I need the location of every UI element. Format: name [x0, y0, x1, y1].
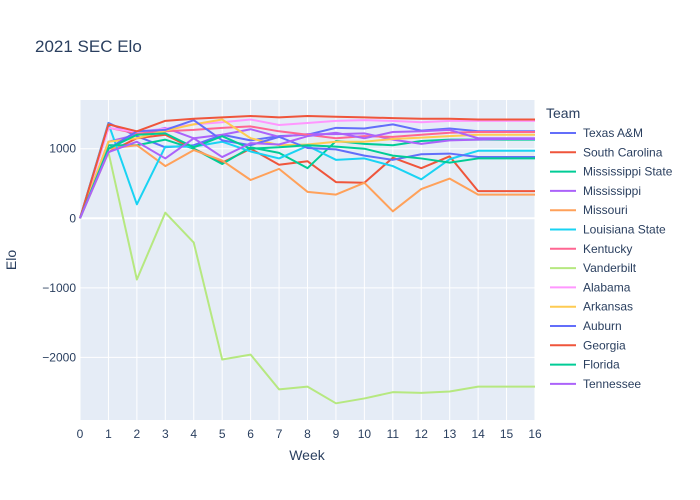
legend-item-label: Mississippi State [583, 165, 673, 179]
legend-item-label: Tennessee [583, 377, 641, 391]
x-tick-label: 1 [105, 427, 112, 441]
x-tick-label: 5 [219, 427, 226, 441]
x-tick-label: 15 [500, 427, 514, 441]
x-tick-label: 7 [276, 427, 283, 441]
legend: Texas A&M South Carolina Mississippi State… [550, 126, 673, 391]
chart-title: 2021 SEC Elo [35, 37, 142, 56]
legend-item-label: Georgia [583, 338, 626, 352]
y-tick-label: −1000 [42, 281, 76, 295]
x-tick-label: 9 [333, 427, 340, 441]
y-tick-label: 1000 [49, 142, 76, 156]
x-tick-label: 12 [415, 427, 429, 441]
legend-item-label: Florida [583, 358, 620, 372]
series-line [79, 132, 535, 219]
x-tick-label: 3 [162, 427, 169, 441]
x-tick-label: 14 [471, 427, 485, 441]
legend-item-label: Missouri [583, 203, 628, 217]
legend-item-label: Arkansas [583, 300, 633, 314]
legend-item-label: Alabama [583, 280, 631, 294]
legend-item-label: Kentucky [583, 242, 632, 256]
x-tick-label: 0 [77, 427, 84, 441]
series-lines [79, 115, 535, 405]
x-tick-label: 11 [387, 427, 400, 441]
series-line [79, 115, 535, 219]
x-tick-label: 6 [247, 427, 254, 441]
x-tick-label: 16 [528, 427, 542, 441]
series-line [79, 119, 535, 219]
x-tick-label: 4 [190, 427, 197, 441]
x-tick-label: 13 [443, 427, 457, 441]
legend-item-label: South Carolina [583, 145, 663, 159]
y-axis-label: Elo [3, 250, 19, 270]
y-tick-labels: −2000 −1000 0 1000 [42, 142, 76, 365]
legend-item-label: Louisiana State [583, 223, 666, 237]
x-tick-label: 2 [134, 427, 141, 441]
x-axis-label: Week [289, 447, 326, 463]
legend-item-label: Vanderbilt [583, 261, 637, 275]
legend-item-label: Texas A&M [583, 126, 643, 140]
legend-title: Team [546, 105, 580, 121]
series-line [79, 144, 535, 219]
series-line [79, 133, 535, 219]
x-tick-label: 10 [358, 427, 372, 441]
legend-item-label: Auburn [583, 319, 622, 333]
series-line [79, 128, 535, 219]
y-tick-label: −2000 [42, 350, 76, 364]
series-line [79, 151, 535, 405]
legend-item-label: Mississippi [583, 184, 641, 198]
x-tick-labels: 0 1 2 3 4 5 6 7 8 9 10 11 12 13 14 15 16 [77, 427, 542, 441]
x-tick-label: 8 [304, 427, 311, 441]
y-tick-label: 0 [69, 211, 76, 225]
